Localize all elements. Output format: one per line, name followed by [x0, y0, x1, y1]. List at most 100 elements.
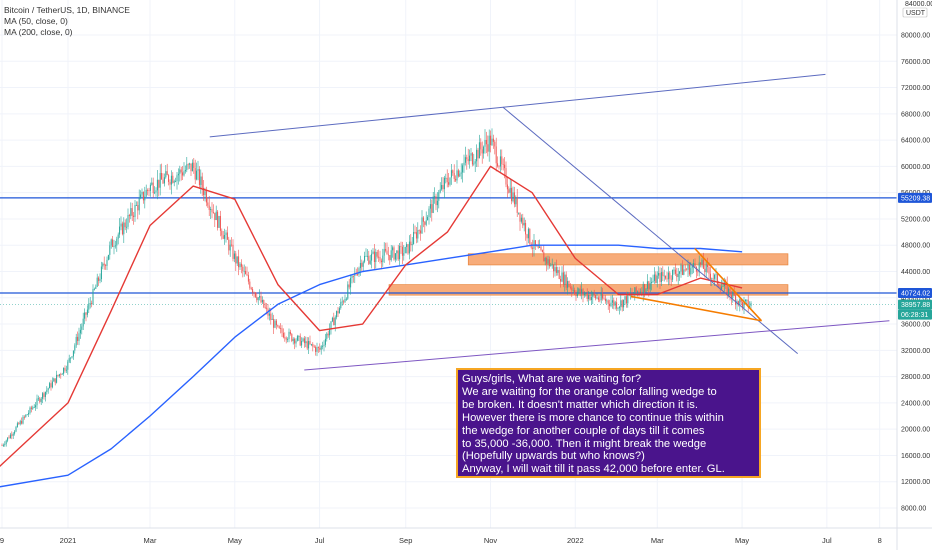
candle-body	[445, 177, 447, 179]
candle-body	[428, 208, 430, 218]
candle-body	[138, 198, 140, 211]
candle-body	[380, 260, 382, 263]
candle-body	[291, 333, 293, 341]
h-upper-badge	[898, 192, 932, 203]
candle-body	[175, 181, 177, 182]
candle-body	[173, 181, 175, 183]
candle-body	[152, 182, 154, 194]
candle-body	[369, 260, 371, 264]
candle-body	[333, 317, 335, 326]
note-line: the wedge for another couple of days til…	[462, 424, 705, 437]
candle-body	[79, 329, 81, 334]
candle-body	[432, 196, 434, 213]
candle-body	[49, 383, 51, 389]
candle-body	[211, 209, 213, 213]
candle-body	[158, 179, 160, 188]
candle-body	[693, 263, 695, 267]
candle-body	[351, 275, 353, 278]
time-tick-label: May	[228, 536, 242, 545]
ma200-legend[interactable]: MA (200, close, 0)	[4, 27, 73, 37]
candle-body	[124, 222, 126, 228]
candle-body	[337, 311, 339, 314]
candle-body	[60, 374, 62, 376]
candle-body	[431, 204, 433, 213]
candle-body	[9, 434, 11, 439]
candle-body	[411, 244, 413, 246]
ma50-legend[interactable]: MA (50, close, 0)	[4, 16, 68, 26]
candle-body	[180, 169, 182, 173]
candle-body	[43, 393, 45, 397]
candle-body	[551, 264, 553, 266]
candle-body	[446, 177, 448, 183]
symbol-title[interactable]: Bitcoin / TetherUS, 1D, BINANCE	[4, 5, 130, 15]
candle-body	[233, 253, 235, 259]
candle-body	[96, 277, 98, 287]
candle-body	[414, 232, 416, 233]
candle-body	[469, 155, 471, 162]
price-tick-label: 20000.00	[901, 427, 930, 434]
candle-body	[295, 340, 297, 344]
candle-body	[638, 291, 640, 294]
candle-body	[653, 274, 655, 281]
candle-body	[567, 281, 569, 288]
candle-body	[523, 222, 525, 226]
candle-body	[226, 232, 228, 240]
price-axis[interactable]: 8000.00 12000.00 16000.00 20000.00 24000.00 2…	[896, 0, 932, 550]
candle-body	[109, 245, 111, 255]
candle-body	[334, 317, 336, 326]
time-axis[interactable]: 9 2021 Mar May Jul Sep Nov 2022 Mar May Jul 8	[0, 527, 932, 545]
candle-body	[490, 135, 492, 146]
candle-body	[588, 295, 590, 299]
candle-body	[65, 369, 67, 371]
candle-body	[688, 264, 690, 275]
candle-body	[217, 211, 219, 228]
candle-body	[686, 269, 688, 271]
candle-body	[648, 281, 650, 290]
candle-body	[15, 426, 17, 432]
time-tick-label: Mar	[144, 536, 157, 545]
candle-body	[236, 256, 238, 264]
candle-body	[249, 281, 251, 288]
candle-body	[145, 189, 147, 197]
candle-body	[30, 407, 32, 409]
candle-body	[172, 175, 174, 183]
candle-body	[707, 264, 709, 268]
candle-body	[245, 270, 247, 275]
candle-body	[42, 393, 44, 399]
candle-body	[439, 189, 441, 193]
candle-body	[452, 170, 454, 174]
candle-body	[649, 283, 651, 290]
candle-body	[712, 278, 714, 280]
candle-body	[593, 293, 595, 296]
time-tick-label: Nov	[484, 536, 498, 545]
candle-body	[210, 209, 212, 210]
candle-body	[581, 289, 583, 294]
candle-body	[4, 444, 6, 445]
candle-body	[728, 288, 730, 296]
candle-body	[135, 205, 137, 206]
candle-body	[99, 279, 101, 281]
annotation-note[interactable]: Guys/girls, What are we waiting for? We …	[456, 368, 761, 478]
candle-body	[365, 255, 367, 257]
wedge-lower-line	[630, 295, 762, 322]
candle-body	[606, 300, 608, 302]
time-tick-label: Mar	[651, 536, 664, 545]
candle-body	[154, 192, 156, 194]
price-tick-label: 24000.00	[901, 400, 930, 407]
candle-body	[616, 302, 618, 309]
note-line: be broken. It doesn't matter which direc…	[462, 398, 698, 411]
falling-trendline	[502, 106, 798, 355]
candle-body	[8, 437, 10, 439]
candle-body	[95, 286, 97, 289]
candle-body	[488, 135, 490, 152]
candle-body	[37, 398, 39, 400]
candle-body	[534, 240, 536, 246]
candle-body	[677, 273, 679, 278]
candle-body	[564, 274, 566, 285]
candle-body	[155, 190, 157, 193]
price-tick-label: 16000.00	[901, 453, 930, 460]
candle-body	[441, 185, 443, 190]
candle-body	[383, 249, 385, 256]
currency-badge	[902, 7, 928, 18]
